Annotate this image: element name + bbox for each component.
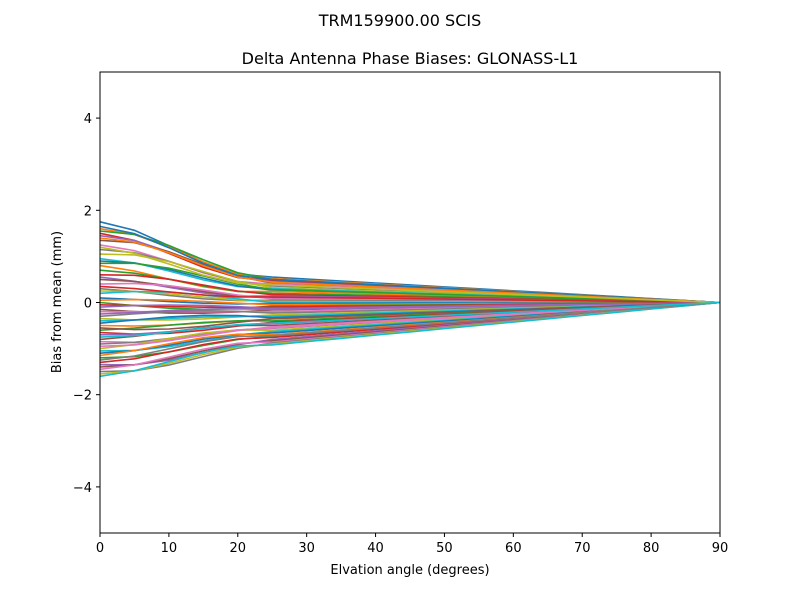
y-tick-label: −2 [73,389,92,404]
series-line [99,301,721,348]
x-tick-label: 80 [643,541,660,556]
chart-suptitle: TRM159900.00 SCIS [318,11,482,30]
x-tick-label: 70 [574,541,591,556]
y-axis-ticks: −4 −2 0 2 4 [73,112,100,496]
y-tick-label: 4 [84,112,92,127]
series-line [99,301,721,378]
x-axis-ticks: 0 10 20 30 40 50 60 70 80 90 [96,533,728,556]
series-line [99,301,721,331]
x-tick-label: 0 [96,541,104,556]
x-tick-label: 60 [505,541,522,556]
series-line [99,246,721,304]
x-axis-label: Elvation angle (degrees) [330,563,489,578]
x-tick-label: 30 [298,541,315,556]
y-tick-label: −4 [73,481,92,496]
y-tick-label: 2 [84,204,92,219]
x-tick-label: 10 [161,541,178,556]
x-tick-label: 20 [230,541,247,556]
series-line [99,301,721,338]
x-tick-label: 90 [712,541,729,556]
x-tick-label: 40 [367,541,384,556]
chart-title: Delta Antenna Phase Biases: GLONASS-L1 [242,49,579,68]
series-line [99,285,721,304]
series-line [99,301,721,361]
y-tick-label: 0 [84,297,92,312]
x-tick-label: 50 [436,541,453,556]
plot-series-group [99,221,721,378]
series-line [99,301,721,315]
y-axis-label: Bias from mean (mm) [50,231,65,373]
